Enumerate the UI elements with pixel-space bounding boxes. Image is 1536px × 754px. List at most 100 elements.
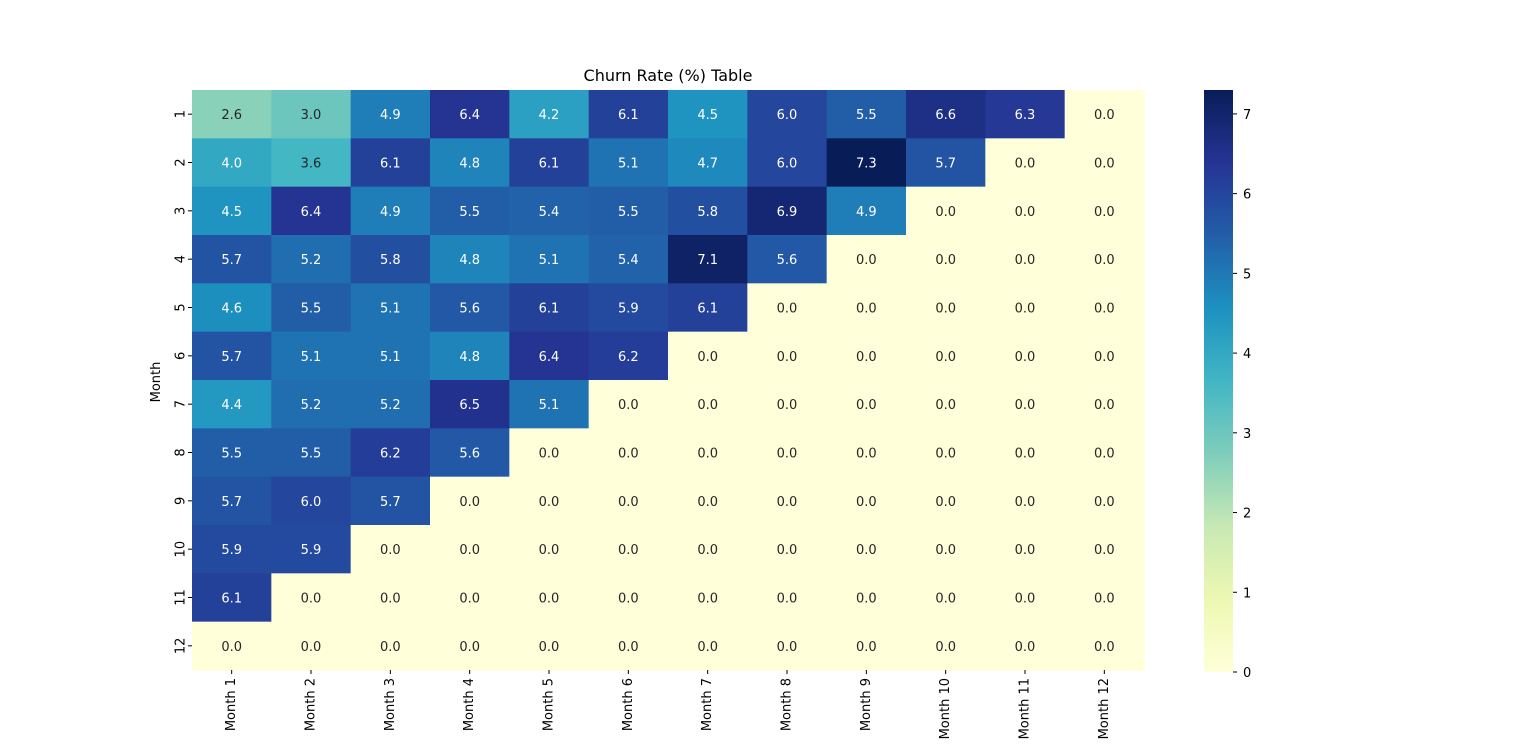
heatmap-cell <box>430 380 510 429</box>
heatmap-cell <box>271 476 352 526</box>
cell-value-label: 5.8 <box>697 205 718 220</box>
y-tick-label: 6 <box>174 352 189 360</box>
heatmap-cell <box>192 573 272 623</box>
cell-value-label: 6.1 <box>539 302 560 317</box>
heatmap-cell <box>906 283 986 333</box>
cell-value-label: 6.4 <box>539 350 560 365</box>
cell-value-label: 0.0 <box>1015 205 1036 220</box>
cell-value-label: 0.0 <box>935 350 956 365</box>
y-tick-label: 4 <box>174 255 189 263</box>
cell-value-label: 0.0 <box>777 543 798 558</box>
heatmap-cell <box>350 621 431 671</box>
cell-value-label: 0.0 <box>221 640 242 655</box>
cell-value-label: 0.0 <box>777 640 798 655</box>
x-tick-label: Month 1 <box>224 678 239 731</box>
heatmap-cell <box>588 525 669 574</box>
cell-value-label: 0.0 <box>1015 157 1036 172</box>
heatmap-cell <box>668 380 748 429</box>
heatmap-cell <box>192 380 272 429</box>
heatmap-cell <box>668 90 748 139</box>
cell-value-label: 5.1 <box>380 350 401 365</box>
cell-value-label: 0.0 <box>539 447 560 462</box>
cell-value-label: 3.6 <box>301 157 322 172</box>
cell-value-label: 0.0 <box>777 592 798 607</box>
cell-value-label: 6.1 <box>697 302 718 317</box>
heatmap-cell <box>906 331 986 381</box>
heatmap-cell <box>985 428 1066 478</box>
x-tick-label: Month 2 <box>304 678 319 731</box>
cell-value-label: 0.0 <box>459 640 480 655</box>
cell-value-label: 0.0 <box>856 302 877 317</box>
y-tick-label: 11 <box>174 589 189 606</box>
cell-value-label: 5.7 <box>221 350 242 365</box>
y-tick-label: 2 <box>174 158 189 166</box>
colorbar-tick-label: 1 <box>1243 586 1251 601</box>
heatmap-cell <box>826 331 907 381</box>
heatmap-cell <box>906 525 986 574</box>
heatmap-cell <box>509 573 590 623</box>
heatmap-cell <box>509 186 590 236</box>
x-tick-label: Month 5 <box>542 678 557 731</box>
cell-value-label: 0.0 <box>459 543 480 558</box>
x-axis-ticks: Month 1 Month 2 Month 3 Month 4 Month 5 Month… <box>224 670 1112 739</box>
heatmap-cell <box>906 235 986 284</box>
heatmap-cell <box>192 138 272 188</box>
cell-value-label: 0.0 <box>1015 398 1036 413</box>
cell-value-label: 0.0 <box>459 592 480 607</box>
cell-value-label: 4.0 <box>221 157 242 172</box>
heatmap-cell <box>430 90 510 139</box>
heatmap-cell <box>985 186 1066 236</box>
heatmap-cell <box>906 90 986 139</box>
y-tick-label: 1 <box>174 110 189 118</box>
cell-value-label: 0.0 <box>935 543 956 558</box>
cell-value-label: 5.9 <box>221 543 242 558</box>
heatmap-cell <box>588 331 669 381</box>
cell-value-label: 0.0 <box>777 302 798 317</box>
cell-value-label: 6.1 <box>539 157 560 172</box>
cell-value-label: 0.0 <box>380 592 401 607</box>
cell-value-label: 0.0 <box>777 398 798 413</box>
heatmap-cell <box>985 235 1066 284</box>
heatmap-cell <box>430 573 510 623</box>
heatmap-cell <box>1064 476 1145 526</box>
cell-value-label: 5.6 <box>777 253 798 268</box>
cell-value-label: 0.0 <box>1094 495 1115 510</box>
cell-value-label: 5.7 <box>221 253 242 268</box>
cell-value-label: 0.0 <box>777 495 798 510</box>
heatmap-cell <box>430 428 510 478</box>
heatmap-cell <box>192 283 272 333</box>
y-tick-label: 3 <box>174 207 189 215</box>
cell-value-label: 7.1 <box>697 253 718 268</box>
heatmap-cell <box>747 621 828 671</box>
heatmap-cell <box>509 235 590 284</box>
cell-value-label: 0.0 <box>1094 398 1115 413</box>
heatmap-cell <box>430 235 510 284</box>
heatmap-cell <box>1064 380 1145 429</box>
heatmap-cell <box>271 235 352 284</box>
cell-value-label: 6.4 <box>459 108 480 123</box>
cell-value-label: 6.2 <box>380 447 401 462</box>
heatmap-cell <box>747 235 828 284</box>
cell-value-label: 5.6 <box>459 302 480 317</box>
heatmap-cell-labels: 2.6 3.0 4.9 6.4 4.2 6.1 4.5 6.0 5.5 6.6 6.3 0.0 4.0 3… <box>221 108 1114 655</box>
heatmap-cell <box>906 428 986 478</box>
cell-value-label: 6.4 <box>301 205 322 220</box>
x-tick-label: Month 10 <box>938 678 953 739</box>
heatmap-cell <box>430 621 510 671</box>
cell-value-label: 5.8 <box>380 253 401 268</box>
cell-value-label: 0.0 <box>1094 302 1115 317</box>
heatmap-cell <box>192 525 272 574</box>
heatmap-cell <box>826 186 907 236</box>
heatmap-cell <box>826 621 907 671</box>
heatmap-cell <box>192 90 272 139</box>
heatmap-cell <box>271 90 352 139</box>
y-tick-label: 10 <box>174 541 189 558</box>
colorbar-tick-label: 3 <box>1243 427 1251 442</box>
x-tick-label: Month 8 <box>780 678 795 731</box>
heatmap-cell <box>985 138 1066 188</box>
heatmap-cell <box>668 428 748 478</box>
cell-value-label: 0.0 <box>539 640 560 655</box>
heatmap-cell <box>509 90 590 139</box>
heatmap-cell <box>906 573 986 623</box>
